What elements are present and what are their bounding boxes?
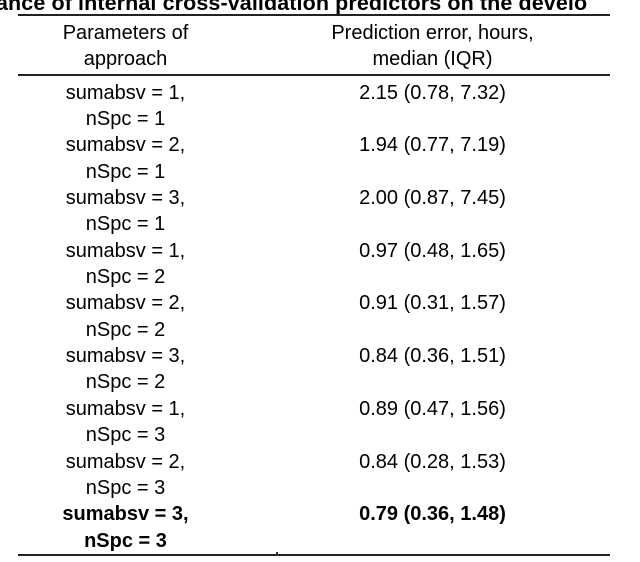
param-line-2: nSpc = 2 <box>85 266 166 289</box>
table-row: sumabsv = 1, nSpc = 2 0.97 (0.48, 1.65) <box>18 238 610 291</box>
parameters-cell: sumabsv = 3, nSpc = 3 <box>18 501 233 554</box>
prediction-error-cell: 0.79 (0.36, 1.48) <box>233 501 610 554</box>
table-body: sumabsv = 1, nSpc = 1 2.15 (0.78, 7.32) … <box>18 76 610 554</box>
param-line-2: nSpc = 1 <box>85 160 166 183</box>
param-line-1: sumabsv = 3, <box>62 503 189 526</box>
table-row: sumabsv = 3, nSpc = 1 2.00 (0.87, 7.45) <box>18 185 610 238</box>
prediction-error-value: 2.00 (0.87, 7.45) <box>359 187 506 210</box>
param-line-2: nSpc = 3 <box>85 424 166 447</box>
prediction-error-value: 0.89 (0.47, 1.56) <box>359 397 506 420</box>
prediction-error-cell: 0.84 (0.28, 1.53) <box>233 449 610 502</box>
prediction-error-cell: 2.15 (0.78, 7.32) <box>233 80 610 133</box>
column-divider-tick <box>276 551 278 556</box>
table-bottom-rule <box>18 551 610 556</box>
prediction-error-value: 0.84 (0.36, 1.51) <box>359 345 506 368</box>
prediction-error-cell: 0.97 (0.48, 1.65) <box>233 238 610 291</box>
parameters-cell: sumabsv = 1, nSpc = 3 <box>18 396 233 449</box>
param-line-2: nSpc = 3 <box>85 476 166 499</box>
param-line-1: sumabsv = 3, <box>65 345 186 368</box>
param-line-2: nSpc = 3 <box>84 529 167 552</box>
param-line-2: nSpc = 2 <box>85 318 166 341</box>
prediction-error-cell: 0.89 (0.47, 1.56) <box>233 396 610 449</box>
prediction-error-value: 1.94 (0.77, 7.19) <box>359 134 506 157</box>
prediction-error-cell: 2.00 (0.87, 7.45) <box>233 185 610 238</box>
results-table: Parameters of approach Prediction error,… <box>18 14 610 556</box>
header-prediction-error-line-2: median (IQR) <box>372 48 493 71</box>
prediction-error-cell: 1.94 (0.77, 7.19) <box>233 132 610 185</box>
prediction-error-value: 0.91 (0.31, 1.57) <box>359 292 506 315</box>
table-row: sumabsv = 3, nSpc = 2 0.84 (0.36, 1.51) <box>18 343 610 396</box>
table-top-rule <box>18 14 610 16</box>
param-line-1: sumabsv = 1, <box>65 397 186 420</box>
parameters-cell: sumabsv = 2, nSpc = 3 <box>18 449 233 502</box>
param-line-1: sumabsv = 1, <box>65 239 186 262</box>
table-row: sumabsv = 1, nSpc = 1 2.15 (0.78, 7.32) <box>18 80 610 133</box>
parameters-cell: sumabsv = 1, nSpc = 2 <box>18 238 233 291</box>
table-row: sumabsv = 2, nSpc = 3 0.84 (0.28, 1.53) <box>18 449 610 502</box>
parameters-cell: sumabsv = 3, nSpc = 2 <box>18 343 233 396</box>
header-parameters-line-2: approach <box>83 48 168 71</box>
param-line-1: sumabsv = 3, <box>65 187 186 210</box>
table-header-rule <box>18 73 610 76</box>
header-parameters-line-1: Parameters of <box>62 22 189 44</box>
column-header-parameters: Parameters of approach <box>18 20 233 73</box>
param-line-2: nSpc = 1 <box>85 213 166 236</box>
prediction-error-value: 0.97 (0.48, 1.65) <box>359 239 506 262</box>
prediction-error-value: 0.79 (0.36, 1.48) <box>359 503 506 526</box>
param-line-2: nSpc = 2 <box>85 371 166 394</box>
prediction-error-value: 0.84 (0.28, 1.53) <box>359 450 506 473</box>
parameters-cell: sumabsv = 1, nSpc = 1 <box>18 80 233 133</box>
table-row: sumabsv = 1, nSpc = 3 0.89 (0.47, 1.56) <box>18 396 610 449</box>
table-header-row: Parameters of approach Prediction error,… <box>18 16 610 74</box>
param-line-1: sumabsv = 2, <box>65 450 186 473</box>
column-header-prediction-error: Prediction error, hours, median (IQR) <box>233 20 610 73</box>
param-line-1: sumabsv = 1, <box>65 81 186 104</box>
param-line-2: nSpc = 1 <box>85 108 166 131</box>
table-row: sumabsv = 3, nSpc = 3 0.79 (0.36, 1.48) <box>18 501 610 554</box>
param-line-1: sumabsv = 2, <box>65 292 186 315</box>
parameters-cell: sumabsv = 3, nSpc = 1 <box>18 185 233 238</box>
parameters-cell: sumabsv = 2, nSpc = 1 <box>18 132 233 185</box>
prediction-error-cell: 0.91 (0.31, 1.57) <box>233 290 610 343</box>
prediction-error-value: 2.15 (0.78, 7.32) <box>359 81 506 104</box>
table-title: ance of internal cross-validation predic… <box>0 0 588 15</box>
prediction-error-cell: 0.84 (0.36, 1.51) <box>233 343 610 396</box>
param-line-1: sumabsv = 2, <box>65 134 186 157</box>
parameters-cell: sumabsv = 2, nSpc = 2 <box>18 290 233 343</box>
header-prediction-error-line-1: Prediction error, hours, <box>331 22 534 44</box>
table-row: sumabsv = 2, nSpc = 1 1.94 (0.77, 7.19) <box>18 132 610 185</box>
table-row: sumabsv = 2, nSpc = 2 0.91 (0.31, 1.57) <box>18 290 610 343</box>
